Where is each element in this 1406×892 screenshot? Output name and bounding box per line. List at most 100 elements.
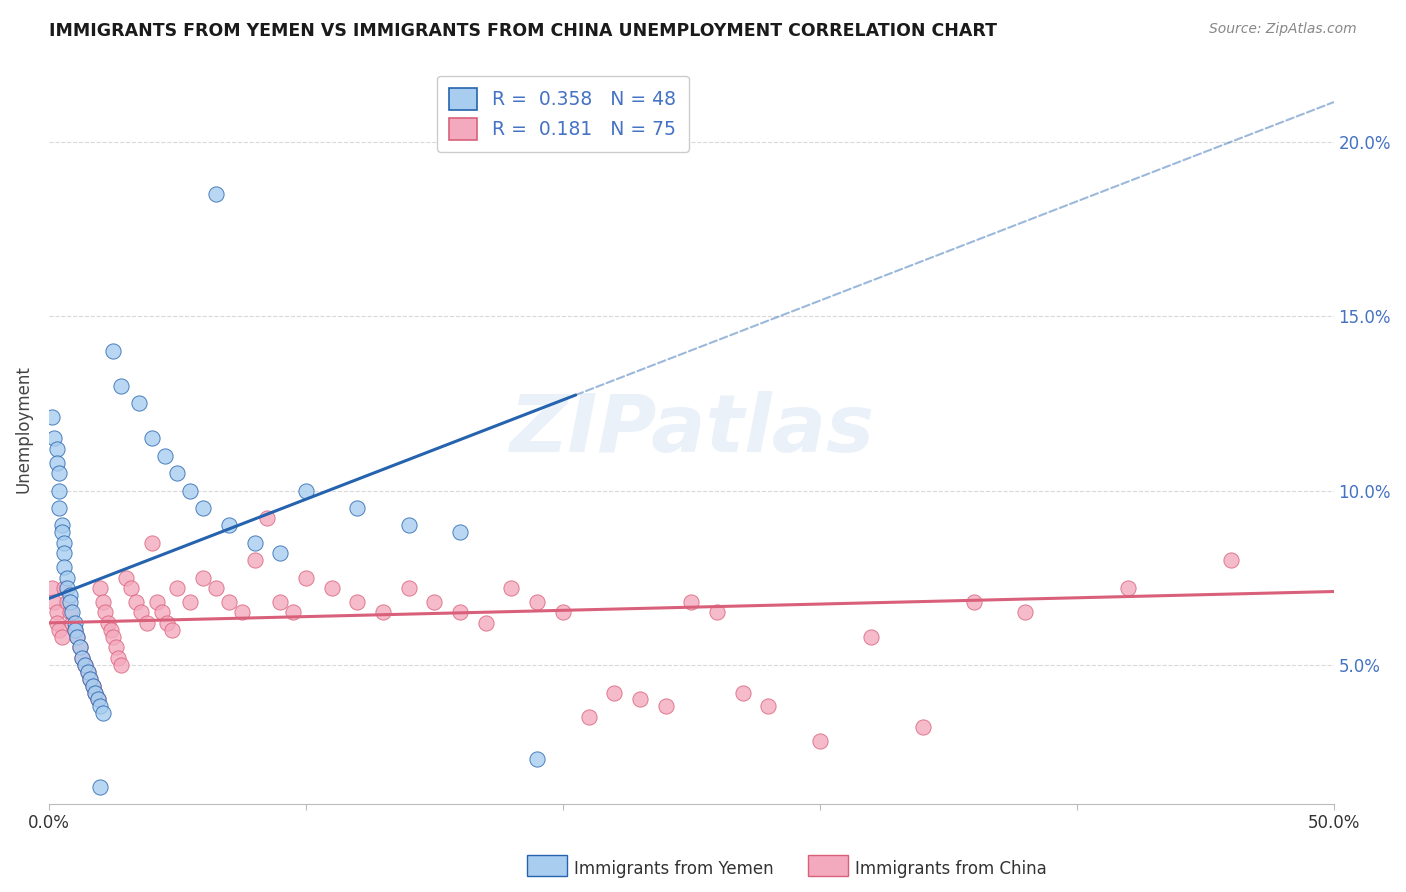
Text: Source: ZipAtlas.com: Source: ZipAtlas.com	[1209, 22, 1357, 37]
Point	[110, 657, 132, 672]
Point	[153, 449, 176, 463]
Point	[72, 650, 94, 665]
Point	[321, 581, 343, 595]
Point	[103, 344, 125, 359]
Text: IMMIGRANTS FROM YEMEN VS IMMIGRANTS FROM CHINA UNEMPLOYMENT CORRELATION CHART: IMMIGRANTS FROM YEMEN VS IMMIGRANTS FROM…	[49, 22, 997, 40]
Point	[103, 630, 125, 644]
Point	[205, 187, 228, 202]
Point	[104, 640, 127, 655]
Point	[243, 553, 266, 567]
Point	[82, 679, 104, 693]
Point	[120, 581, 142, 595]
Point	[423, 595, 446, 609]
Point	[218, 595, 240, 609]
Point	[449, 606, 471, 620]
Point	[179, 483, 201, 498]
Point	[60, 615, 83, 630]
Point	[45, 442, 67, 456]
Point	[53, 535, 76, 549]
Point	[41, 410, 63, 425]
Point	[73, 657, 96, 672]
Point	[166, 581, 188, 595]
Point	[69, 640, 91, 655]
Point	[48, 500, 70, 515]
Point	[51, 518, 73, 533]
Point	[281, 606, 304, 620]
Point	[135, 615, 157, 630]
Point	[731, 685, 754, 699]
Point	[551, 606, 574, 620]
Point	[89, 699, 111, 714]
Point	[269, 595, 291, 609]
Point	[79, 672, 101, 686]
Point	[295, 571, 318, 585]
Text: ZIPatlas: ZIPatlas	[509, 391, 873, 468]
Point	[115, 571, 138, 585]
Point	[578, 710, 600, 724]
Point	[45, 615, 67, 630]
Point	[73, 657, 96, 672]
Point	[758, 699, 780, 714]
Point	[628, 692, 651, 706]
Point	[1116, 581, 1139, 595]
Point	[45, 456, 67, 470]
Point	[69, 640, 91, 655]
Point	[911, 720, 934, 734]
Text: Immigrants from Yemen: Immigrants from Yemen	[574, 860, 773, 878]
Point	[58, 588, 80, 602]
Point	[191, 500, 214, 515]
Point	[110, 379, 132, 393]
Point	[72, 650, 94, 665]
Point	[654, 699, 676, 714]
Point	[269, 546, 291, 560]
Point	[231, 606, 253, 620]
Point	[66, 630, 89, 644]
Point	[76, 665, 98, 679]
Point	[218, 518, 240, 533]
Point	[256, 511, 278, 525]
Point	[60, 606, 83, 620]
Point	[398, 581, 420, 595]
Point	[295, 483, 318, 498]
Point	[150, 606, 173, 620]
Point	[53, 560, 76, 574]
Point	[146, 595, 169, 609]
Point	[56, 595, 79, 609]
Point	[1219, 553, 1241, 567]
Point	[526, 752, 548, 766]
Point	[63, 623, 86, 637]
Point	[84, 685, 107, 699]
Point	[66, 630, 89, 644]
Point	[48, 483, 70, 498]
Point	[860, 630, 883, 644]
Point	[48, 466, 70, 480]
Point	[91, 706, 114, 721]
Point	[45, 606, 67, 620]
Point	[141, 535, 163, 549]
Point	[131, 606, 153, 620]
Legend: R =  0.358   N = 48, R =  0.181   N = 75: R = 0.358 N = 48, R = 0.181 N = 75	[437, 76, 689, 152]
Point	[91, 595, 114, 609]
Point	[58, 606, 80, 620]
Point	[603, 685, 626, 699]
Point	[87, 692, 110, 706]
Point	[501, 581, 523, 595]
Point	[82, 679, 104, 693]
Point	[48, 623, 70, 637]
Y-axis label: Unemployment: Unemployment	[15, 366, 32, 493]
Point	[63, 623, 86, 637]
Point	[42, 431, 65, 445]
Point	[1014, 606, 1036, 620]
Point	[449, 525, 471, 540]
Point	[42, 595, 65, 609]
Point	[84, 685, 107, 699]
Point	[41, 581, 63, 595]
Point	[398, 518, 420, 533]
Point	[346, 595, 368, 609]
Point	[56, 581, 79, 595]
Text: Immigrants from China: Immigrants from China	[855, 860, 1046, 878]
Point	[128, 396, 150, 410]
Point	[166, 466, 188, 480]
Point	[156, 615, 179, 630]
Point	[346, 500, 368, 515]
